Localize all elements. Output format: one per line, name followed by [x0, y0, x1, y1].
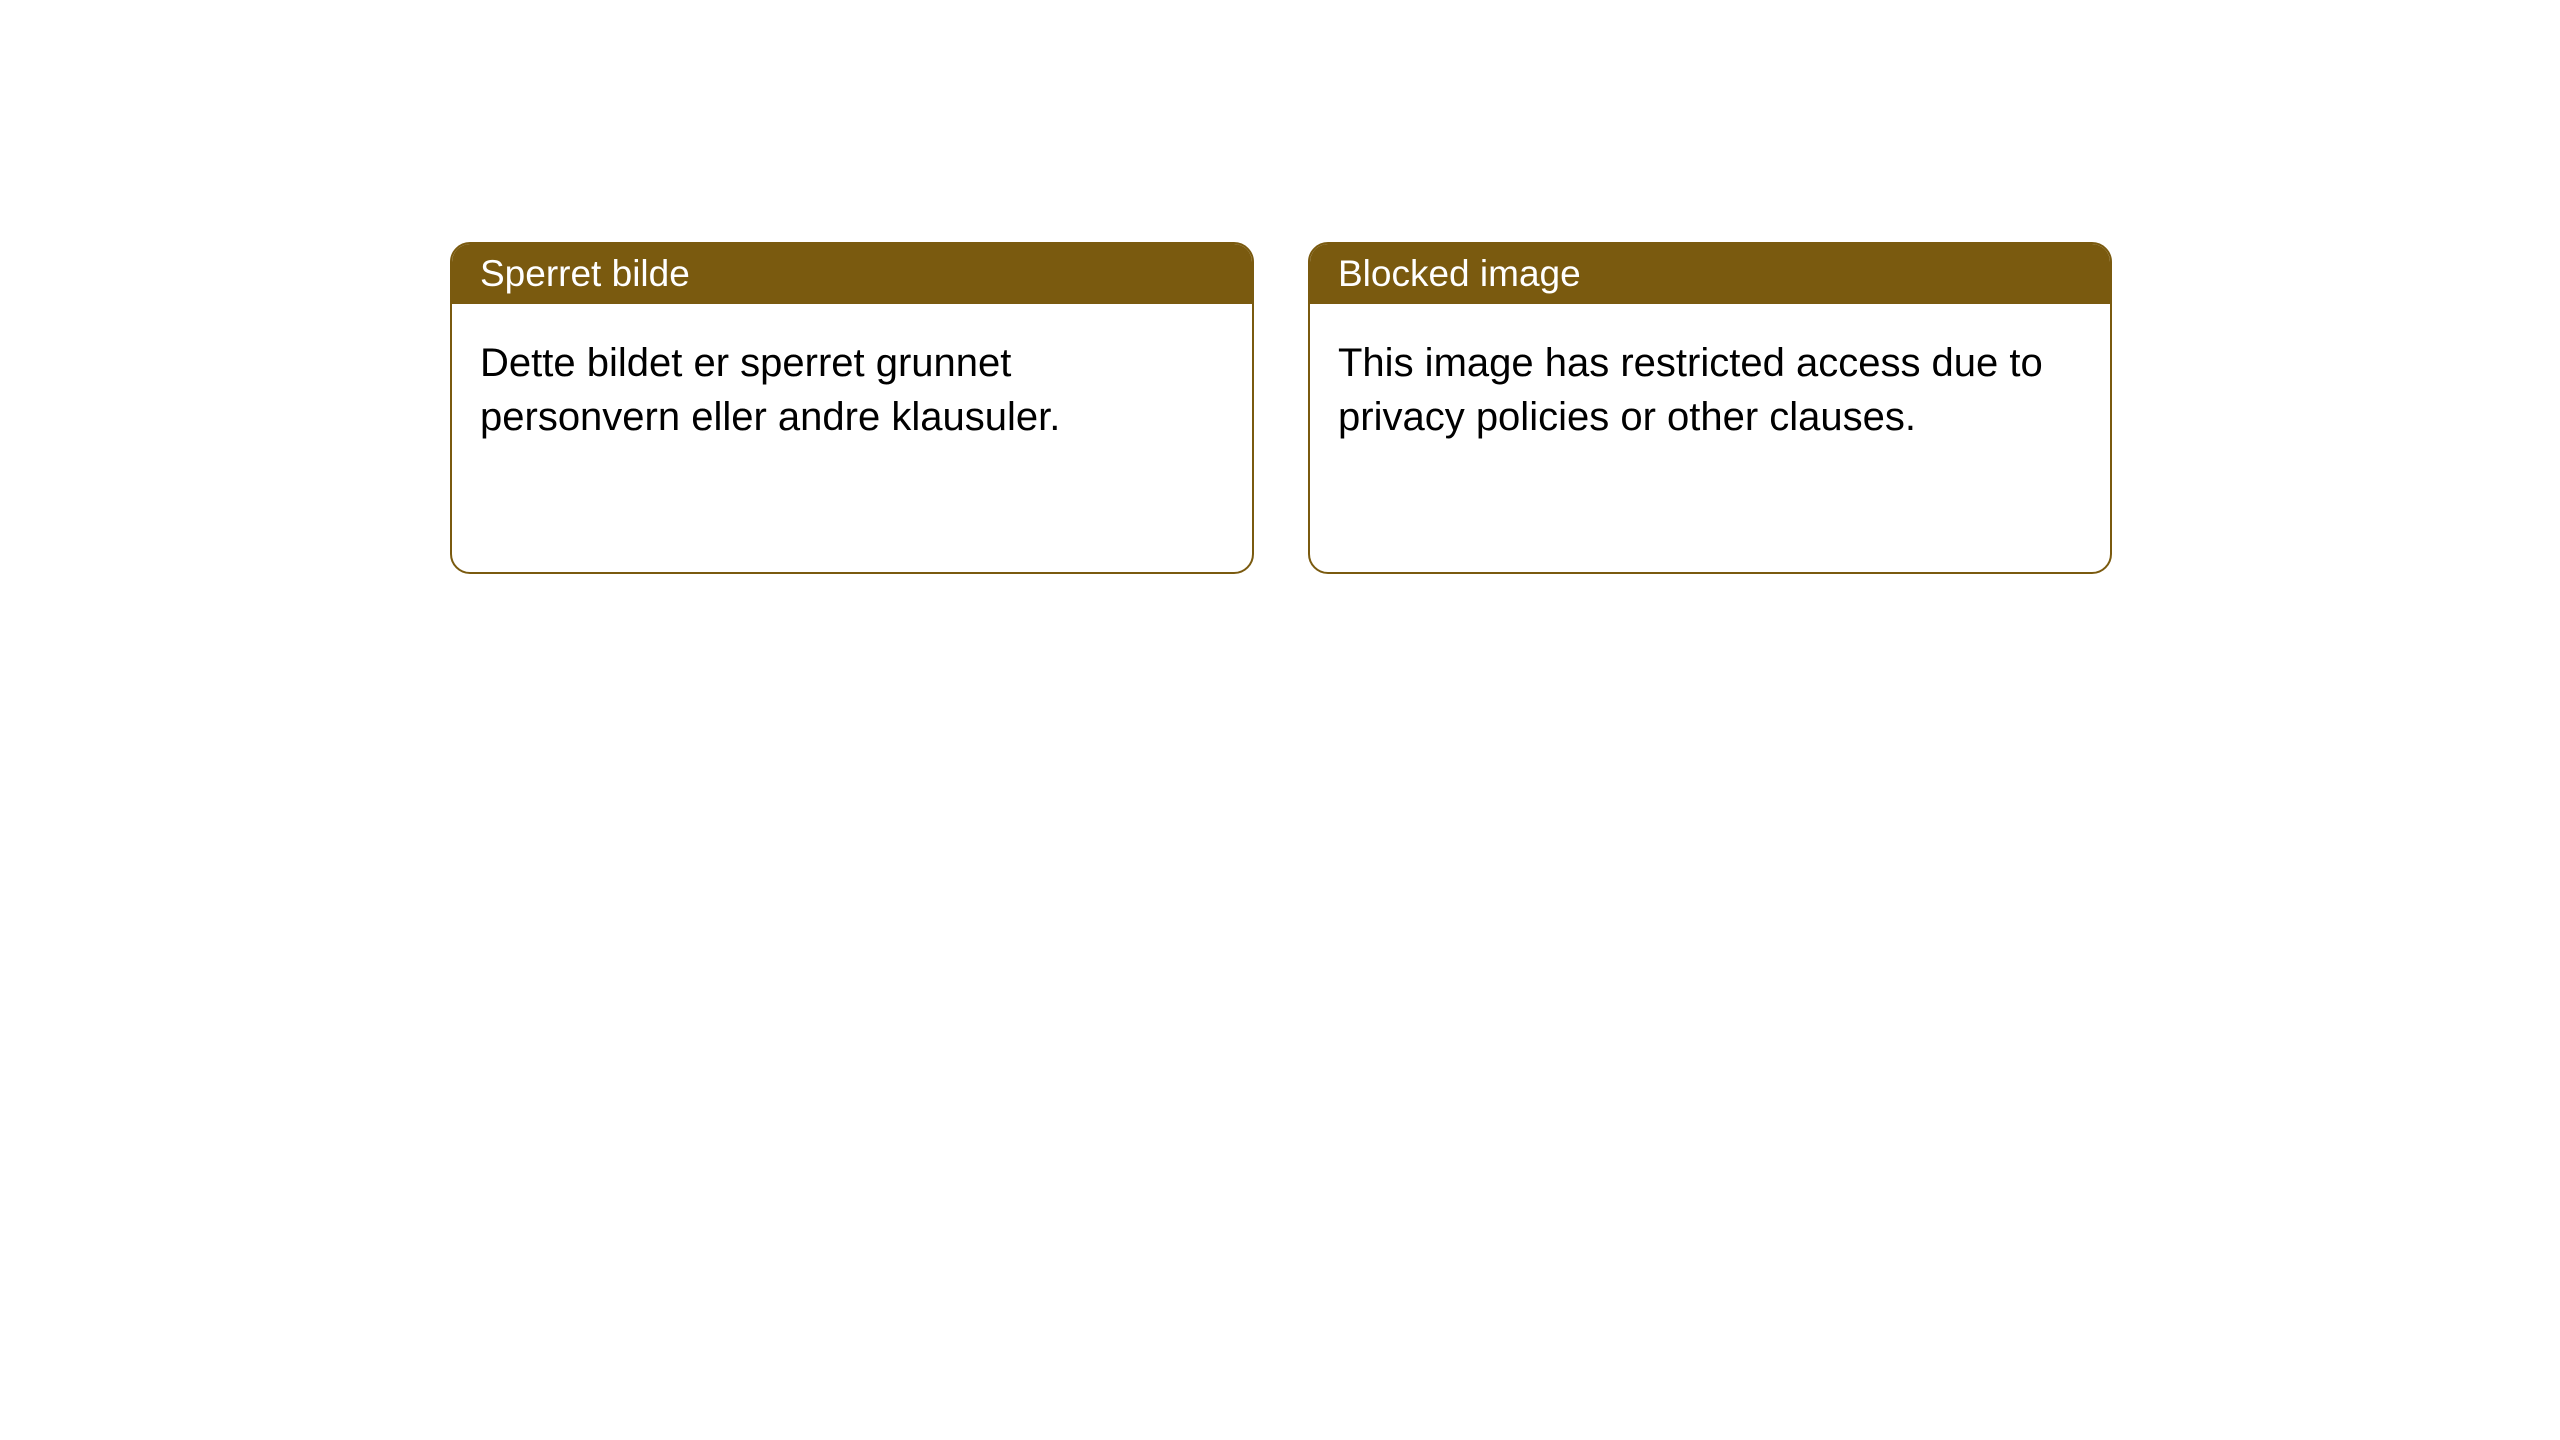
- notice-card-english: Blocked image This image has restricted …: [1308, 242, 2112, 574]
- notice-header-norwegian: Sperret bilde: [452, 244, 1252, 304]
- notice-cards-container: Sperret bilde Dette bildet er sperret gr…: [450, 242, 2112, 574]
- notice-title-english: Blocked image: [1338, 253, 1581, 295]
- notice-header-english: Blocked image: [1310, 244, 2110, 304]
- notice-card-norwegian: Sperret bilde Dette bildet er sperret gr…: [450, 242, 1254, 574]
- notice-text-english: This image has restricted access due to …: [1338, 341, 2043, 439]
- notice-body-norwegian: Dette bildet er sperret grunnet personve…: [452, 304, 1252, 572]
- notice-text-norwegian: Dette bildet er sperret grunnet personve…: [480, 341, 1060, 439]
- notice-title-norwegian: Sperret bilde: [480, 253, 690, 295]
- notice-body-english: This image has restricted access due to …: [1310, 304, 2110, 572]
